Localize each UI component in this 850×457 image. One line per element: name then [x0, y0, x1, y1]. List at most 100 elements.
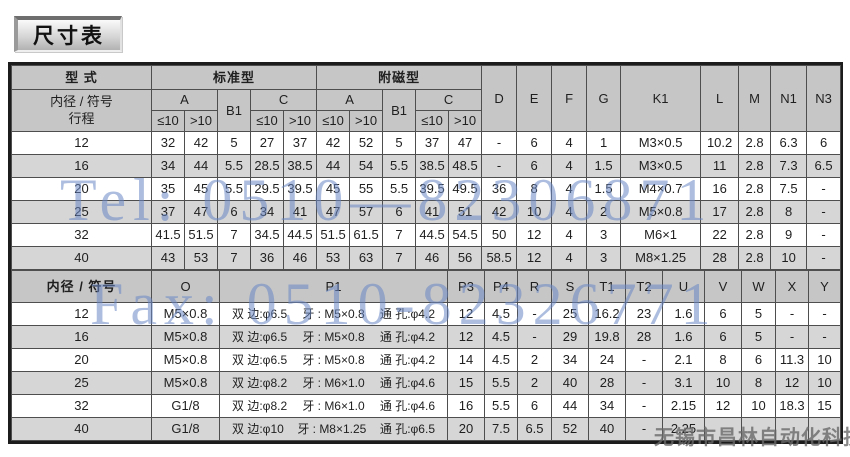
value-cell: 4.5	[484, 325, 518, 349]
header2-bore-symbol: 内径 / 符号	[11, 270, 152, 303]
value-cell: 6	[806, 131, 842, 155]
value-cell: -	[625, 394, 663, 418]
value-cell: 53	[316, 246, 351, 270]
value-cell: M3×0.5	[620, 154, 702, 178]
header-stroke: 行程	[68, 110, 95, 126]
header-std-C: C	[249, 89, 318, 111]
value-cell: 34	[551, 348, 589, 372]
header-std-B1: B1	[217, 89, 251, 132]
value-cell: 6	[704, 302, 742, 326]
value-cell: 36	[250, 246, 284, 270]
value-cell: 4	[551, 246, 588, 270]
value-cell: M3×0.5	[620, 131, 702, 155]
port-detail-part: 通 孔:φ4.6	[379, 375, 435, 390]
value-cell: 38.5	[282, 154, 318, 178]
header-mag-B1: B1	[382, 89, 417, 132]
header-N3: N3	[806, 65, 842, 132]
value-cell: 9	[770, 223, 808, 247]
value-cell: 45	[316, 177, 351, 201]
value-cell: 12	[516, 223, 553, 247]
port-detail-part: 双 边:φ6.5	[232, 329, 288, 344]
table-row: 20 M5×0.8 双 边:φ6.5 牙 : M5×0.8 通 孔:φ4.2 14 4.5 2…	[11, 348, 841, 372]
value-cell: 1.6	[662, 325, 705, 349]
value-cell: 42	[184, 131, 218, 155]
header-std-A: A	[151, 89, 218, 111]
bore-cell: 16	[11, 154, 152, 178]
value-cell: 4	[551, 177, 588, 201]
value-cell: 1.5	[586, 177, 622, 201]
value-cell: 2.15	[662, 394, 705, 418]
value-cell: 28	[700, 246, 740, 270]
value-cell: 5.5	[484, 371, 518, 395]
value-cell: 24	[588, 348, 626, 372]
header-D: D	[481, 65, 518, 132]
value-cell: 42	[481, 200, 518, 224]
value-cell: 37	[151, 200, 185, 224]
table-row: 25 M5×0.8 双 边:φ8.2 牙 : M6×1.0 通 孔:φ4.6 15 5.5 2…	[11, 371, 841, 395]
bore-cell: 32	[11, 394, 152, 418]
bore-cell: 40	[11, 246, 152, 270]
value-cell: 41.5	[151, 223, 185, 247]
value-cell: 10	[516, 200, 553, 224]
value-cell: 12	[516, 246, 553, 270]
value-cell	[775, 417, 809, 441]
value-cell: 6	[382, 200, 417, 224]
value-cell: G1/8	[151, 394, 220, 418]
table-row: 40 G1/8 双 边:φ10 牙 : M8×1.25 通 孔:φ6.5 20 7.5 6.5…	[11, 417, 841, 441]
value-cell: -	[481, 131, 518, 155]
value-cell: 49.5	[448, 177, 483, 201]
port-detail-cell: 双 边:φ8.2 牙 : M6×1.0 通 孔:φ4.6	[219, 371, 448, 395]
value-cell: 12	[447, 302, 485, 326]
value-cell: 6	[517, 394, 552, 418]
value-cell: 5	[741, 325, 776, 349]
header-mag-A: A	[316, 89, 384, 111]
table-row: 16 34 44 5.5 28.5 38.5 44 54 5.5 38.5 48.5-6 4 1.5 M3…	[11, 154, 842, 178]
value-cell: 34	[588, 394, 626, 418]
port-detail-part: 双 边:φ8.2	[232, 398, 288, 413]
bore-cell: 25	[11, 371, 152, 395]
bore-cell: 20	[11, 177, 152, 201]
value-cell: 10	[704, 371, 742, 395]
header-W: W	[741, 270, 776, 303]
value-cell: 11	[700, 154, 740, 178]
header-R: R	[517, 270, 552, 303]
value-cell: 11.3	[775, 348, 809, 372]
header-G: G	[586, 65, 622, 132]
port-detail-part: 通 孔:φ4.2	[379, 329, 435, 344]
value-cell: 28	[588, 371, 626, 395]
value-cell: 46	[282, 246, 318, 270]
port-detail-part: 牙 : M5×0.8	[302, 329, 365, 344]
port-detail: 双 边:φ8.2 牙 : M6×1.0 通 孔:φ4.6	[221, 375, 447, 390]
value-cell: 51.5	[316, 223, 351, 247]
value-cell: 6	[516, 131, 553, 155]
value-cell: 35	[151, 177, 185, 201]
value-cell: 39.5	[415, 177, 450, 201]
value-cell: -	[806, 200, 842, 224]
value-cell: 47	[316, 200, 351, 224]
value-cell: 27	[250, 131, 284, 155]
port-detail-part: 牙 : M6×1.0	[302, 398, 365, 413]
table-row: 25 37 47 6 34 41 47 57 6 41 51 42 10 4 2 M5×0.8 17 2.8 8-	[11, 200, 842, 224]
value-cell: -	[625, 371, 663, 395]
value-cell: 5.5	[382, 154, 417, 178]
value-cell: 10	[741, 394, 776, 418]
header-O: O	[151, 270, 220, 303]
dimension-table: 型 式 标准型 附磁型 D E F G K1 L M N1 N3 内径 / 符号…	[8, 62, 843, 444]
port-detail-part: 牙 : M5×0.8	[302, 352, 365, 367]
value-cell: 57	[349, 200, 384, 224]
bore-cell: 12	[11, 131, 152, 155]
header-F: F	[551, 65, 588, 132]
value-cell: M5×0.8	[620, 200, 702, 224]
header-mag-C: C	[415, 89, 483, 111]
value-cell: 5	[217, 131, 251, 155]
value-cell: 15	[447, 371, 485, 395]
header-mag-A-le10: ≤10	[316, 110, 351, 132]
value-cell: 16	[700, 177, 740, 201]
header-std-C-gt10: >10	[282, 110, 318, 132]
value-cell: 48.5	[448, 154, 483, 178]
value-cell: 54.5	[448, 223, 483, 247]
value-cell: 22	[700, 223, 740, 247]
value-cell: 5.5	[484, 394, 518, 418]
table-row: 12 32 42 5 27 37 42 52 5 37 47-6 4 1 M3×0.5 10.2 2.8 6.3…	[11, 131, 842, 155]
value-cell: 47	[448, 131, 483, 155]
